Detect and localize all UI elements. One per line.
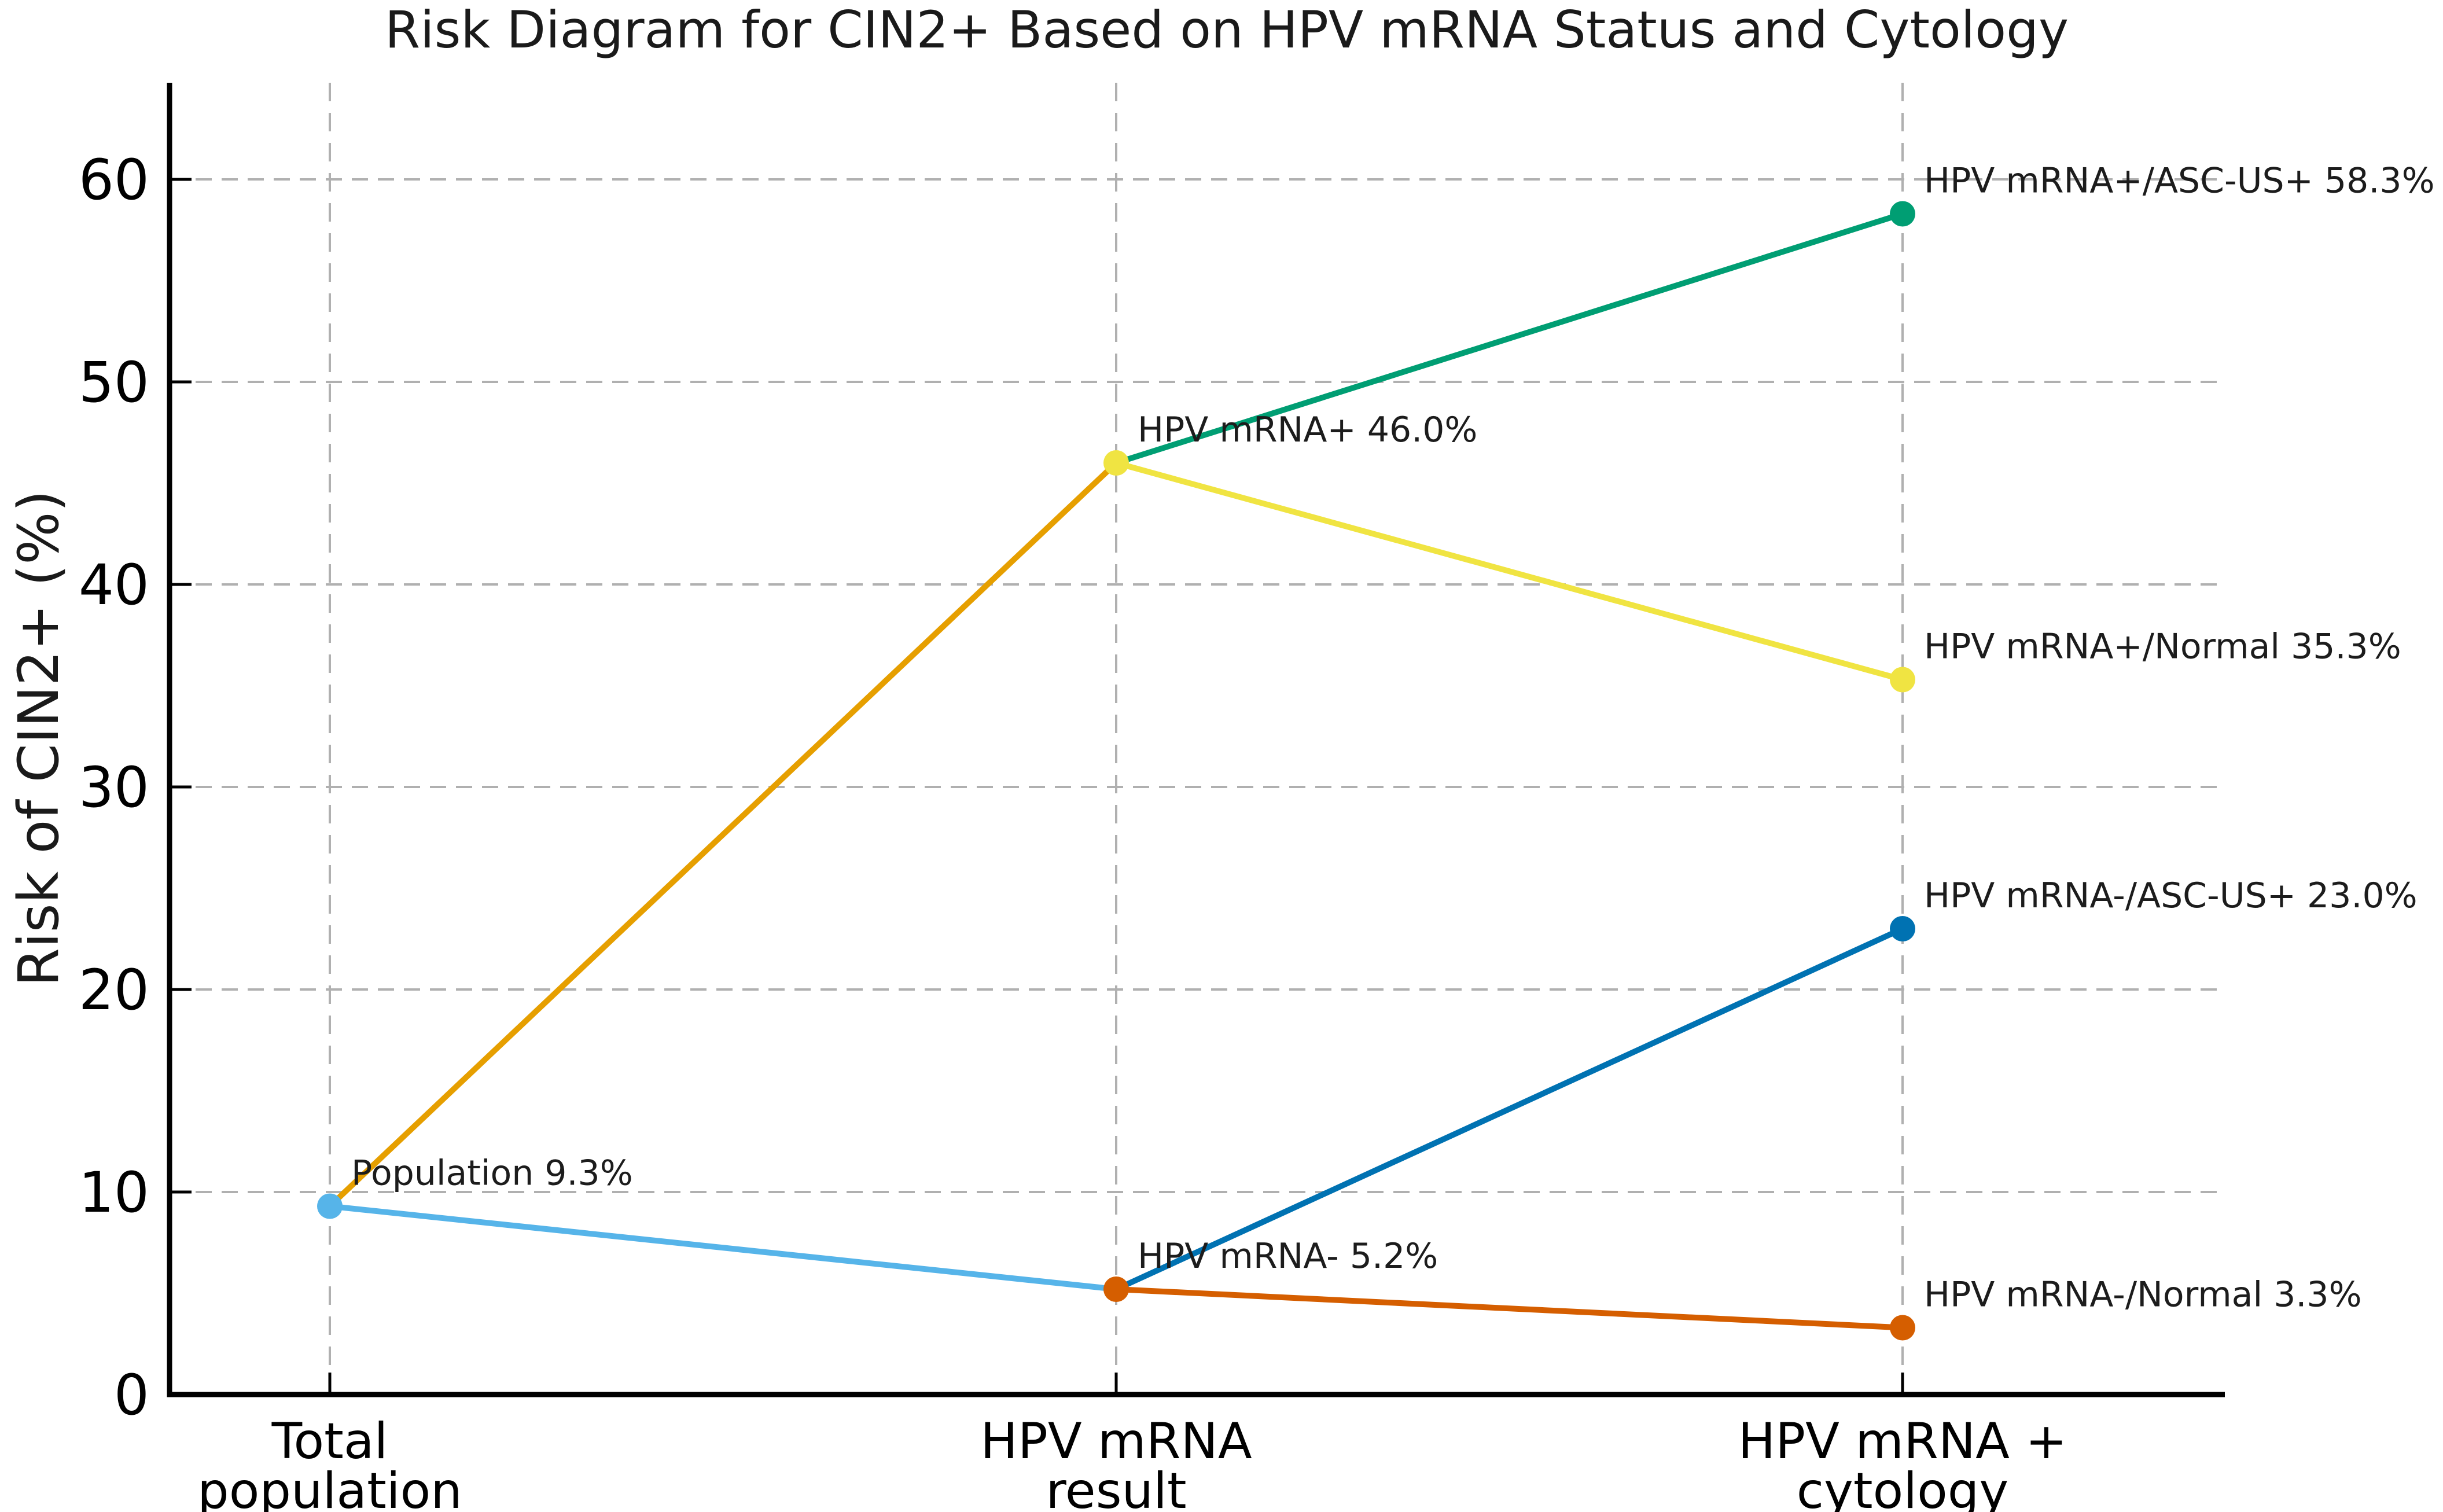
series-line-hpv-mrna-negative-to-normal — [1113, 1286, 1905, 1331]
y-tick-label-50: 50 — [79, 350, 149, 415]
point-label-hpv-mrna-positive-ascus-positive: HPV mRNA+/ASC-US+ 58.3% — [1924, 161, 2435, 201]
point-label-hpv-mrna-negative-normal: HPV mRNA-/Normal 3.3% — [1924, 1275, 2362, 1315]
point-label-hpv-mrna-negative-ascus-positive: HPV mRNA-/ASC-US+ 23.0% — [1924, 875, 2418, 916]
axes: 0 10 20 30 40 50 60 Total population HPV mRNA resu… — [79, 83, 2225, 1512]
y-tick-label-30: 30 — [79, 755, 149, 820]
point-label-hpv-mrna-positive: HPV mRNA+ 46.0% — [1138, 410, 1477, 450]
series-line-hpv-mrna-positive-to-ascus-positive — [1113, 211, 1905, 466]
series-line-hpv-mrna-positive-to-normal — [1113, 460, 1905, 683]
x-tick-label-2: HPV mRNA + cytology — [1738, 1412, 2067, 1512]
gridlines — [170, 83, 2225, 1395]
data-points — [317, 201, 1915, 1341]
y-axis-title: Risk of CIN2+ (%) — [6, 490, 71, 987]
x-tick-label-1: HPV mRNA result — [980, 1412, 1252, 1512]
point-label-hpv-mrna-negative: HPV mRNA- 5.2% — [1138, 1236, 1438, 1276]
y-tick-label-20: 20 — [79, 958, 149, 1022]
data-point-hpv-mrna-positive-normal — [1890, 667, 1915, 693]
series-lines — [327, 211, 1905, 1331]
data-point-hpv-mrna-negative-ascus-positive — [1890, 916, 1915, 941]
point-label-hpv-mrna-positive-normal: HPV mRNA+/Normal 35.3% — [1924, 627, 2401, 667]
y-tick-label-0: 0 — [114, 1363, 149, 1428]
x-tick-label-0: Total population — [197, 1412, 462, 1512]
y-tick-label-10: 10 — [79, 1160, 149, 1225]
y-tick-label-40: 40 — [79, 553, 149, 617]
point-labels: Population 9.3% HPV mRNA+ 46.0% HPV mRNA- … — [351, 161, 2435, 1315]
data-point-hpv-mrna-negative — [1103, 1276, 1129, 1302]
y-tick-label-60: 60 — [79, 148, 149, 212]
data-point-population — [317, 1193, 343, 1219]
chart-title: Risk Diagram for CIN2+ Based on HPV mRNA… — [385, 0, 2069, 60]
data-point-hpv-mrna-positive — [1103, 450, 1129, 476]
series-line-population-to-hpv-mrna-positive — [327, 460, 1119, 1209]
data-point-hpv-mrna-positive-ascus-positive — [1890, 201, 1915, 227]
point-label-population: Population 9.3% — [351, 1153, 633, 1194]
series-line-population-to-hpv-mrna-negative — [327, 1203, 1119, 1292]
data-point-hpv-mrna-negative-normal — [1890, 1315, 1915, 1341]
series-line-hpv-mrna-negative-to-ascus-positive — [1113, 926, 1905, 1292]
